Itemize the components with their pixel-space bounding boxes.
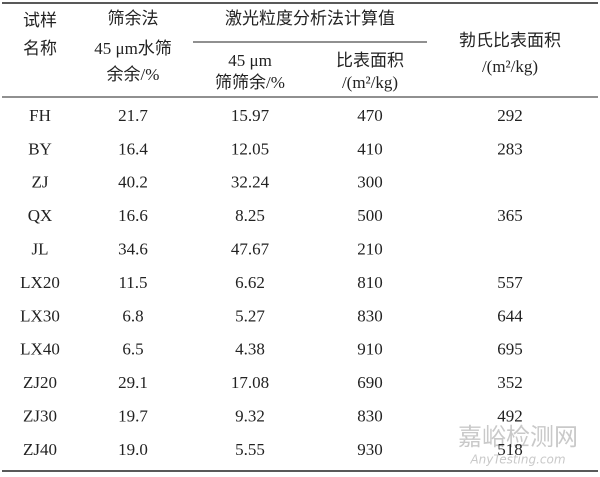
- table-cell: 16.6: [118, 206, 148, 225]
- table-cell: 283: [497, 139, 523, 158]
- table-cell: 19.0: [118, 440, 148, 459]
- table-cell: 29.1: [118, 373, 148, 392]
- table-cell: 492: [497, 407, 523, 426]
- group-header: 激光粒度分析法计算值: [225, 9, 395, 28]
- table-cell: 930: [357, 440, 383, 459]
- table-cell: 34.6: [118, 240, 148, 259]
- table-cell: 17.08: [231, 373, 269, 392]
- table-cell: 644: [497, 306, 523, 325]
- table-cell: 500: [357, 206, 383, 225]
- header-cell: 筛筛余/%: [215, 73, 285, 92]
- header-cell: 余余/%: [107, 65, 160, 84]
- table-cell: 810: [357, 273, 383, 292]
- table-cell: 6.5: [122, 340, 143, 359]
- table-cell: 21.7: [118, 106, 148, 125]
- table-cell: 6.62: [235, 273, 265, 292]
- watermark-title: 嘉峪检测网: [458, 423, 578, 451]
- table-cell: 410: [357, 139, 383, 158]
- table-cell: 557: [497, 273, 523, 292]
- table-cell: 15.97: [231, 106, 270, 125]
- table-cell: 40.2: [118, 173, 148, 192]
- table-cell: 830: [357, 407, 383, 426]
- header-cell: /(m²/kg): [482, 57, 538, 76]
- table-cell: 47.67: [231, 240, 270, 259]
- table-cell: LX30: [20, 306, 60, 325]
- table-cell: BY: [28, 139, 52, 158]
- table-cell: ZJ20: [23, 373, 57, 392]
- table-cell: 9.32: [235, 407, 265, 426]
- table-cell: LX20: [20, 273, 60, 292]
- table-cell: JL: [32, 240, 49, 259]
- table-cell: 695: [497, 340, 523, 359]
- table-cell: 5.55: [235, 440, 265, 459]
- watermark-subtitle: AnyTesting.com: [469, 453, 565, 467]
- table-cell: ZJ40: [23, 440, 57, 459]
- header-cell: 名称: [23, 39, 57, 58]
- table-cell: 470: [357, 106, 383, 125]
- table-cell: LX40: [20, 340, 60, 359]
- header-cell: 比表面积: [336, 51, 404, 70]
- table-cell: FH: [29, 106, 51, 125]
- table-cell: 690: [357, 373, 383, 392]
- table-cell: 830: [357, 306, 383, 325]
- table-cell: 300: [357, 173, 383, 192]
- table-cell: 32.24: [231, 173, 270, 192]
- table-cell: 210: [357, 240, 383, 259]
- table-cell: 5.27: [235, 306, 265, 325]
- header-cell: 试样: [23, 11, 57, 30]
- table-cell: ZJ: [32, 173, 49, 192]
- header-cell: 45 μm: [228, 51, 272, 70]
- header-cell: 勃氏比表面积: [459, 31, 561, 50]
- table-cell: 292: [497, 106, 523, 125]
- table-cell: 518: [497, 440, 523, 459]
- table-cell: ZJ30: [23, 407, 57, 426]
- table-cell: 365: [497, 206, 523, 225]
- header-cell: 筛余法: [108, 9, 159, 28]
- table-cell: 19.7: [118, 407, 148, 426]
- table-cell: 352: [497, 373, 523, 392]
- table-cell: 910: [357, 340, 383, 359]
- header-cell: /(m²/kg): [342, 73, 398, 92]
- table-cell: 8.25: [235, 206, 265, 225]
- table-cell: 12.05: [231, 139, 269, 158]
- table-cell: 4.38: [235, 340, 265, 359]
- table-cell: QX: [28, 206, 53, 225]
- table-cell: 11.5: [118, 273, 147, 292]
- header-cell: 45 μm水筛: [94, 39, 172, 58]
- table-cell: 16.4: [118, 139, 148, 158]
- table-cell: 6.8: [122, 306, 143, 325]
